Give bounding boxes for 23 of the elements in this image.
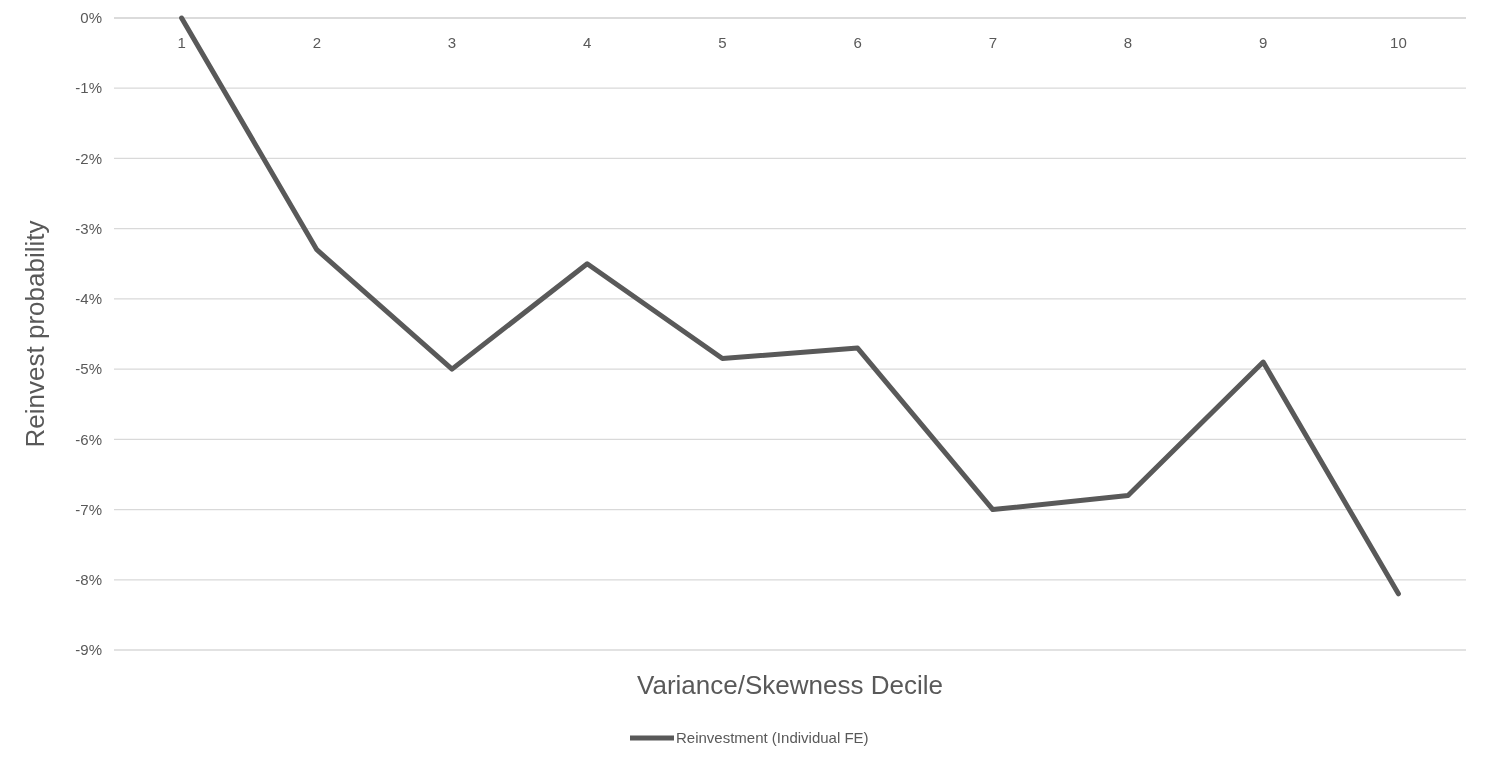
x-tick-label: 4 [583, 34, 592, 51]
y-tick-label: -1% [75, 79, 102, 97]
y-tick-label: -6% [75, 430, 102, 448]
y-tick-label: -8% [75, 571, 102, 589]
x-tick-label: 10 [1390, 34, 1407, 51]
y-tick-label: 0% [80, 9, 102, 27]
y-axis-title: Reinvest probability [20, 220, 50, 448]
x-tick-label: 6 [853, 34, 862, 51]
x-tick-label: 3 [447, 34, 457, 51]
x-tick-label: 2 [312, 34, 321, 51]
legend-label: Reinvestment (Individual FE) [676, 729, 869, 747]
y-tick-label: -3% [75, 219, 102, 237]
y-tick-label: -7% [75, 500, 102, 518]
x-tick-label: 7 [988, 34, 997, 51]
y-tick-label: -2% [75, 149, 102, 167]
y-tick-label: -9% [75, 641, 102, 659]
x-tick-label: 5 [718, 34, 727, 51]
y-tick-label: -4% [75, 290, 102, 308]
y-tick-label: -5% [75, 360, 102, 378]
x-tick-label: 8 [1123, 34, 1133, 51]
x-tick-label: 1 [177, 34, 186, 51]
x-tick-label: 9 [1259, 34, 1268, 51]
x-axis-title: Variance/Skewness Decile [637, 670, 943, 700]
